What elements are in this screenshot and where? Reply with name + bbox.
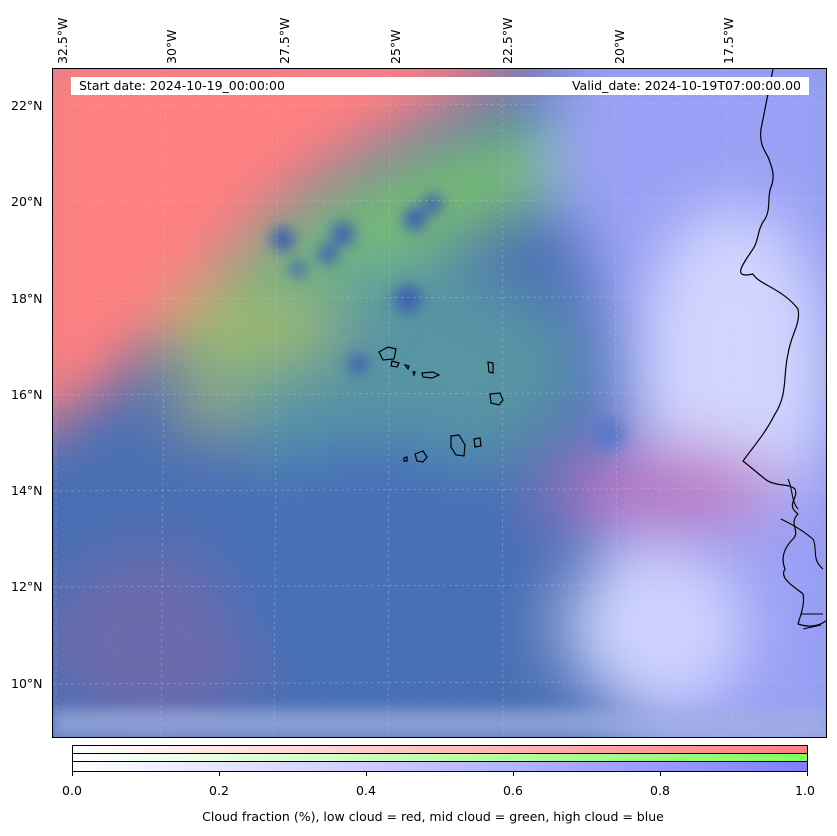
colorbar-high-cloud [73,762,807,771]
start-date-text: Start date: 2024-10-19_00:00:00 [79,78,285,93]
bright-high-cloud-south [563,549,743,709]
colorbar-tick-0-8: 0.8 [650,783,670,798]
lat-label-18n: 18°N [11,291,43,306]
lon-label-22-5w: 22.5°W [500,17,515,64]
multilayer-cloud [543,444,783,534]
colorbar-tickmark [366,772,367,776]
colorbar-low-cloud [73,746,807,754]
colorbar-label: Cloud fraction (%), low cloud = red, mid… [202,809,664,824]
lat-label-20n: 20°N [11,194,43,209]
graticule [53,69,826,737]
lat-label-14n: 14°N [11,483,43,498]
low-mid-cloud-patch [163,289,343,369]
lon-label-20w: 20°W [612,29,627,64]
colorbar-tick-1: 1.0 [795,783,815,798]
colorbar-tick-0: 0.0 [62,783,82,798]
colorbar-tickmark [807,772,808,776]
lat-label-22n: 22°N [11,98,43,113]
colorbar-mid-cloud [73,754,807,762]
valid-date-text: Valid_date: 2024-10-19T07:00:00.00 [571,78,801,93]
colorbar-tickmark [72,772,73,776]
cloud-details [53,194,826,737]
lon-label-25w: 25°W [388,29,403,64]
clear-sky-region [213,439,533,699]
lon-label-30w: 30°W [164,29,179,64]
colorbar-tick-0-4: 0.4 [356,783,376,798]
cape-verde-islands [378,346,504,463]
colorbar [72,745,808,772]
lat-label-10n: 10°N [11,676,43,691]
colorbar-tick-0-2: 0.2 [209,783,229,798]
lat-label-12n: 12°N [11,579,43,594]
map-panel[interactable]: Start date: 2024-10-19_00:00:00 Valid_da… [52,68,827,738]
low-mid-cloud-patch-2 [163,379,243,439]
low-cloud-region [53,69,507,424]
colorbar-tickmark [660,772,661,776]
lat-label-16n: 16°N [11,387,43,402]
colorbar-tickmark [219,772,220,776]
cloud-fraction-map [53,69,826,737]
africa-coast-detail [780,478,824,630]
lon-label-32-5w: 32.5°W [55,17,70,64]
africa-coastline [740,69,826,627]
lon-label-17-5w: 17.5°W [721,17,736,64]
colorbar-tick-0-6: 0.6 [503,783,523,798]
lon-label-27-5w: 27.5°W [277,17,292,64]
multilayer-cloud-west [53,549,263,729]
date-banner: Start date: 2024-10-19_00:00:00 Valid_da… [71,77,809,95]
cloud-field [53,69,826,737]
colorbar-tickmark [513,772,514,776]
